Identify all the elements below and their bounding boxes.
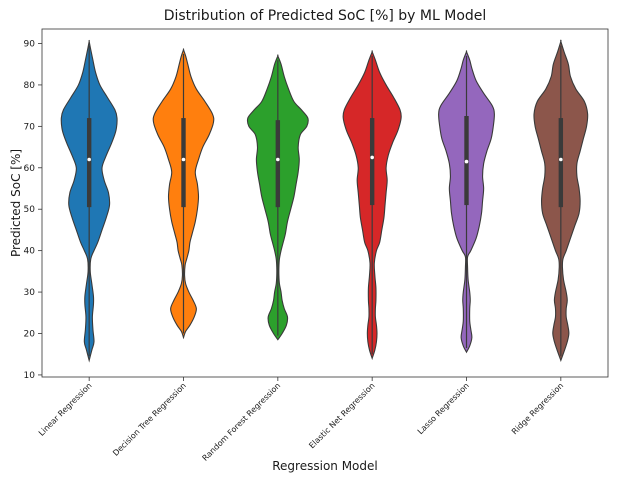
y-tick-label: 60: [24, 164, 36, 174]
x-axis-label: Regression Model: [272, 459, 377, 473]
y-tick-label: 80: [24, 81, 36, 91]
violins: [60, 39, 589, 363]
y-axis: 10 20 30 40 50 60 70 80 90: [24, 40, 42, 381]
iqr-box: [369, 118, 375, 206]
median-marker: [87, 157, 91, 162]
y-tick-label: 10: [24, 371, 36, 381]
y-tick-label: 50: [24, 205, 36, 215]
median-marker: [276, 157, 280, 162]
x-tick-label: Lasso Regression: [416, 381, 471, 436]
median-marker: [559, 157, 563, 162]
iqr-box: [86, 118, 92, 208]
y-tick-label: 70: [24, 122, 36, 132]
median-marker: [370, 155, 374, 160]
median-marker: [181, 157, 186, 162]
median-marker: [464, 159, 469, 164]
chart-title: Distribution of Predicted SoC [%] by ML …: [164, 8, 487, 24]
y-tick-label: 30: [24, 288, 36, 298]
x-tick-label: Decision Tree Regression: [111, 381, 188, 458]
iqr-box: [558, 118, 564, 208]
y-tick-label: 40: [24, 247, 36, 257]
x-tick-label: Elastic Net Regression: [307, 381, 376, 450]
x-tick-label: Ridge Regression: [510, 381, 565, 436]
iqr-box: [275, 120, 281, 208]
y-tick-label: 90: [24, 40, 36, 50]
plot-frame: [41, 28, 609, 378]
iqr-box: [181, 118, 186, 208]
x-tick-label: Linear Regression: [37, 381, 94, 438]
y-tick-label: 20: [24, 330, 36, 340]
x-tick-label: Random Forest Regression: [201, 381, 283, 463]
y-axis-label: Predicted SoC [%]: [9, 149, 23, 257]
x-axis: Linear Regression Decision Tree Regressio…: [37, 377, 565, 463]
